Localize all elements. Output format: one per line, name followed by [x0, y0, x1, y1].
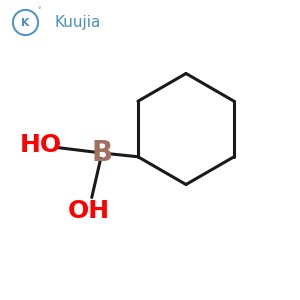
- Text: °: °: [37, 8, 40, 14]
- Text: Kuujia: Kuujia: [55, 15, 101, 30]
- Text: OH: OH: [68, 200, 110, 224]
- Text: K: K: [21, 17, 30, 28]
- Text: B: B: [92, 139, 112, 167]
- Text: HO: HO: [20, 134, 61, 158]
